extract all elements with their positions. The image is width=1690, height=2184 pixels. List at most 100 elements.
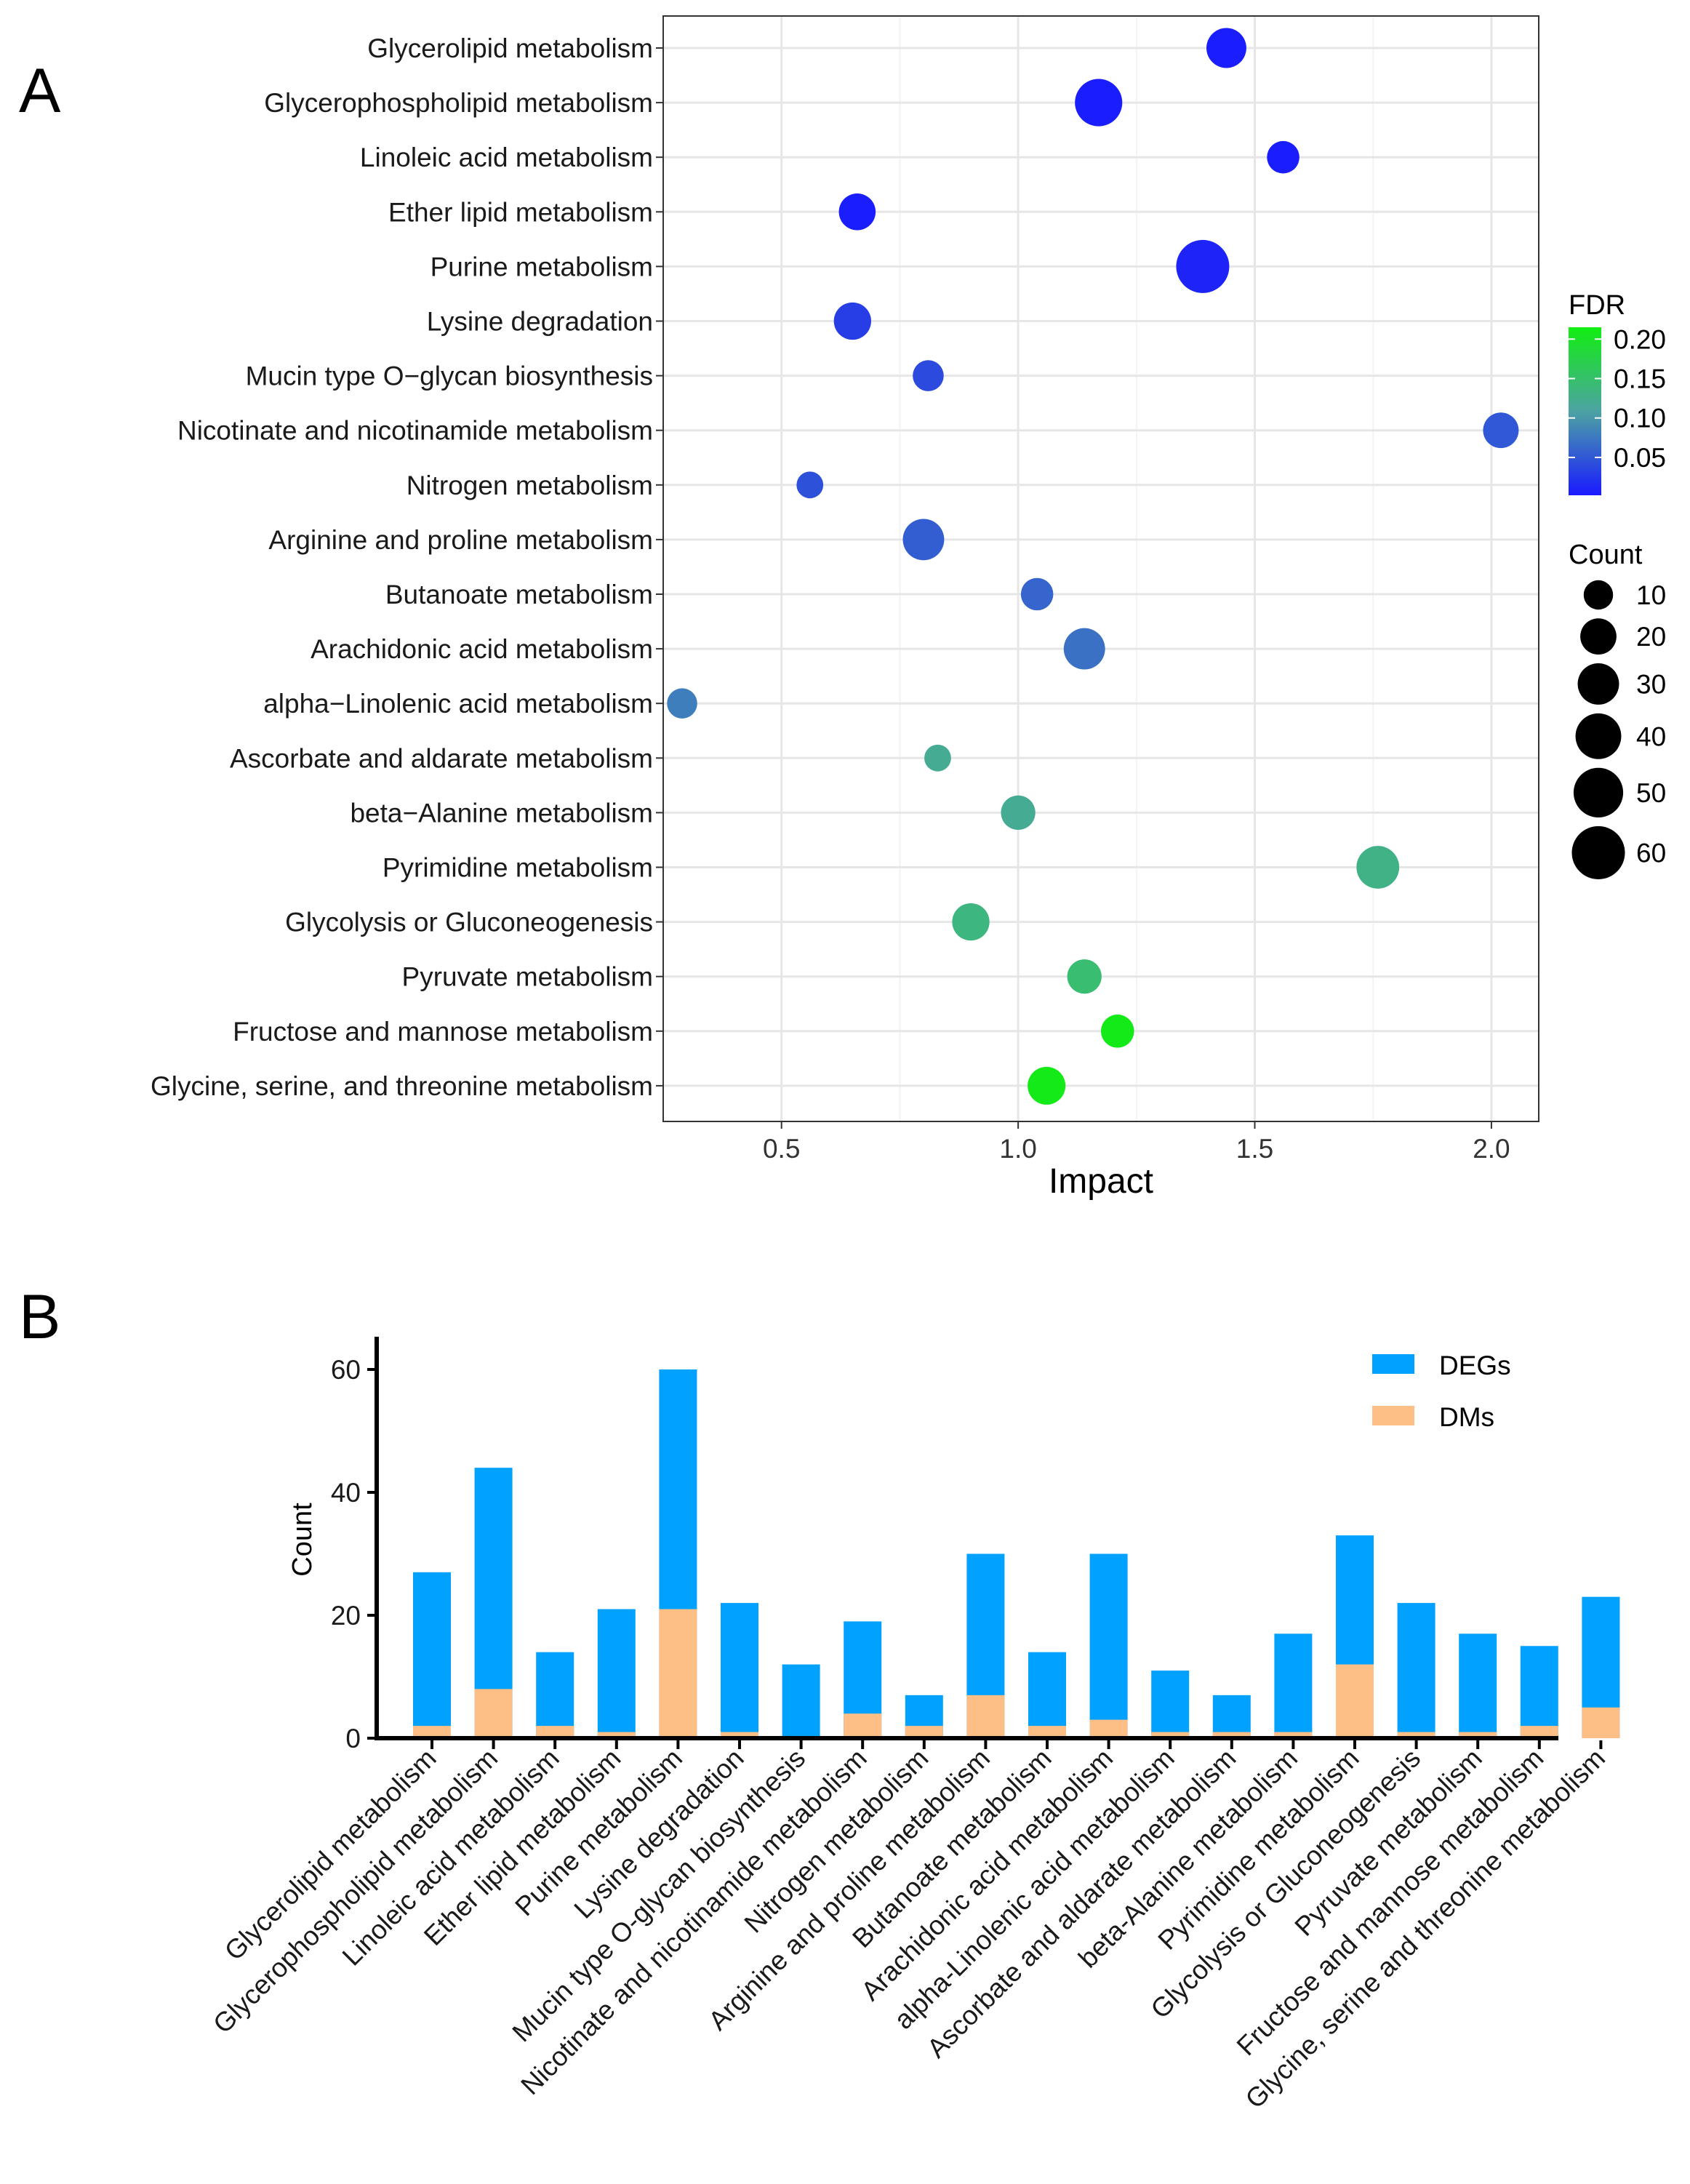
category-label: beta−Alanine metabolism <box>350 798 653 828</box>
bubble-point <box>838 193 876 231</box>
bubble-point <box>1063 628 1105 670</box>
count-legend-label: 50 <box>1636 778 1666 808</box>
bar-degs <box>413 1572 451 1738</box>
bar-dms <box>1212 1732 1251 1738</box>
bar-degs <box>1212 1695 1251 1738</box>
bar-dms <box>1582 1707 1620 1738</box>
bubble-chart-x-axis: 0.5 1.0 1.5 2.0 <box>763 1121 1510 1164</box>
bubble-point <box>913 360 944 391</box>
bar-degs <box>1459 1633 1497 1738</box>
bubble-point <box>1206 28 1246 68</box>
bubble-point <box>1101 1015 1134 1048</box>
category-label: Purine metabolism <box>430 252 653 281</box>
category-label: Nicotinate and nicotinamide metabolism <box>177 416 653 446</box>
category-label: Mucin type O−glycan biosynthesis <box>246 361 653 391</box>
fdr-legend-ticks: 0.20 0.15 0.10 0.05 <box>1569 324 1666 473</box>
category-label: Pyrimidine metabolism <box>383 853 653 883</box>
bubble-chart-x-axis-title: Impact <box>1049 1162 1153 1201</box>
bubble-point <box>924 744 951 772</box>
category-label: Ether lipid metabolism <box>388 197 653 227</box>
stacked-bar-chart: 0 20 40 60 Count Glycerolipid metabolismGly… <box>207 1337 1620 2114</box>
count-legend-label: 20 <box>1636 622 1666 652</box>
bubble-chart-points <box>667 28 1519 1105</box>
bar-dms <box>1028 1726 1066 1738</box>
bar-degs <box>1397 1603 1435 1738</box>
fdr-legend: FDR 0.20 0.15 0.10 0.05 <box>1569 290 1666 495</box>
count-legend-label: 30 <box>1636 669 1666 699</box>
bubble-point <box>796 471 824 499</box>
category-label: Linoleic acid metabolism <box>360 143 653 172</box>
bar-degs <box>1520 1646 1558 1738</box>
y-tick-label: 20 <box>331 1601 361 1631</box>
bubble-point <box>1028 1066 1066 1105</box>
bar-dms <box>413 1726 451 1738</box>
category-label: Ascorbate and aldarate metabolism <box>230 743 653 773</box>
category-label: Pyruvate metabolism <box>402 962 653 992</box>
count-legend-label: 10 <box>1636 580 1666 610</box>
category-label: Glycerolipid metabolism <box>367 33 653 63</box>
bubble-point <box>1075 79 1123 127</box>
count-legend-key <box>1580 618 1617 655</box>
y-tick-label: 40 <box>331 1478 361 1508</box>
bar-dms <box>1151 1732 1190 1738</box>
bubble-point <box>952 903 990 941</box>
bar-dms <box>1397 1732 1435 1738</box>
bar-degs <box>1274 1633 1313 1738</box>
bubble-point <box>1267 140 1299 174</box>
category-label: Glycolysis or Gluconeogenesis <box>285 908 653 937</box>
x-tick-label: 1.0 <box>999 1134 1036 1164</box>
count-legend-key <box>1577 663 1619 705</box>
bar-dms <box>597 1732 636 1738</box>
bar-dms <box>659 1609 697 1738</box>
bar-dms <box>1336 1664 1374 1738</box>
bar-dms <box>844 1713 882 1738</box>
stacked-bar-chart-category-labels: Glycerolipid metabolismGlycerophospholip… <box>207 1740 1611 2114</box>
count-legend-key <box>1571 825 1625 879</box>
fdr-tick-label: 0.20 <box>1614 324 1666 354</box>
bar-degs <box>1089 1553 1128 1738</box>
fdr-tick-label: 0.05 <box>1614 443 1666 473</box>
bubble-chart: Glycerolipid metabolism Glycerophospholip… <box>151 15 1666 1201</box>
bar-degs <box>1151 1671 1190 1738</box>
panel-b-label: B <box>19 1282 60 1352</box>
bubble-point <box>1483 412 1519 449</box>
legend-label-degs: DEGs <box>1439 1351 1511 1380</box>
bar-dms <box>536 1726 574 1738</box>
stacked-bar-chart-y-axis-title: Count <box>287 1503 318 1577</box>
category-label: Fructose and mannose metabolism <box>233 1017 653 1047</box>
y-tick-label: 0 <box>345 1724 361 1753</box>
bar-degs <box>597 1609 636 1738</box>
bubble-point <box>902 519 945 561</box>
stacked-bar-chart-y-axis: 0 20 40 60 <box>331 1355 377 1753</box>
x-tick-label: 2.0 <box>1473 1134 1510 1164</box>
bubble-point <box>1067 959 1102 994</box>
category-label: Glycerophospholipid metabolism <box>264 88 653 118</box>
bar-dms <box>721 1732 758 1738</box>
bubble-point <box>1001 795 1036 831</box>
bubble-point <box>667 688 697 719</box>
panel-a-label: A <box>19 56 61 126</box>
fdr-legend-title: FDR <box>1569 290 1625 321</box>
fdr-colorbar <box>1569 327 1601 495</box>
bar-dms <box>1274 1732 1313 1738</box>
bubble-chart-category-labels: Glycerolipid metabolism Glycerophospholip… <box>151 33 663 1101</box>
x-tick-label: 1.5 <box>1236 1134 1273 1164</box>
bar-dms <box>1459 1732 1497 1738</box>
x-tick-label: 0.5 <box>763 1134 800 1164</box>
count-legend-label: 60 <box>1636 838 1666 868</box>
category-label: Glycine, serine, and threonine metabolis… <box>151 1071 653 1101</box>
bubble-chart-panel-border <box>662 15 1539 1122</box>
bar-degs <box>782 1664 820 1738</box>
bubble-point <box>1020 577 1054 611</box>
legend-key-dms <box>1372 1406 1414 1425</box>
category-label: Arginine and proline metabolism <box>268 525 653 555</box>
stacked-bar-legend: DEGs DMs <box>1372 1351 1511 1432</box>
count-legend-label: 40 <box>1636 721 1666 751</box>
bar-dms <box>1520 1726 1558 1738</box>
count-legend-items: 10 20 30 40 50 60 <box>1571 580 1666 879</box>
bar-dms <box>905 1726 943 1738</box>
count-legend-key <box>1573 767 1624 817</box>
y-tick-label: 60 <box>331 1355 361 1385</box>
bar-degs <box>1028 1652 1066 1738</box>
